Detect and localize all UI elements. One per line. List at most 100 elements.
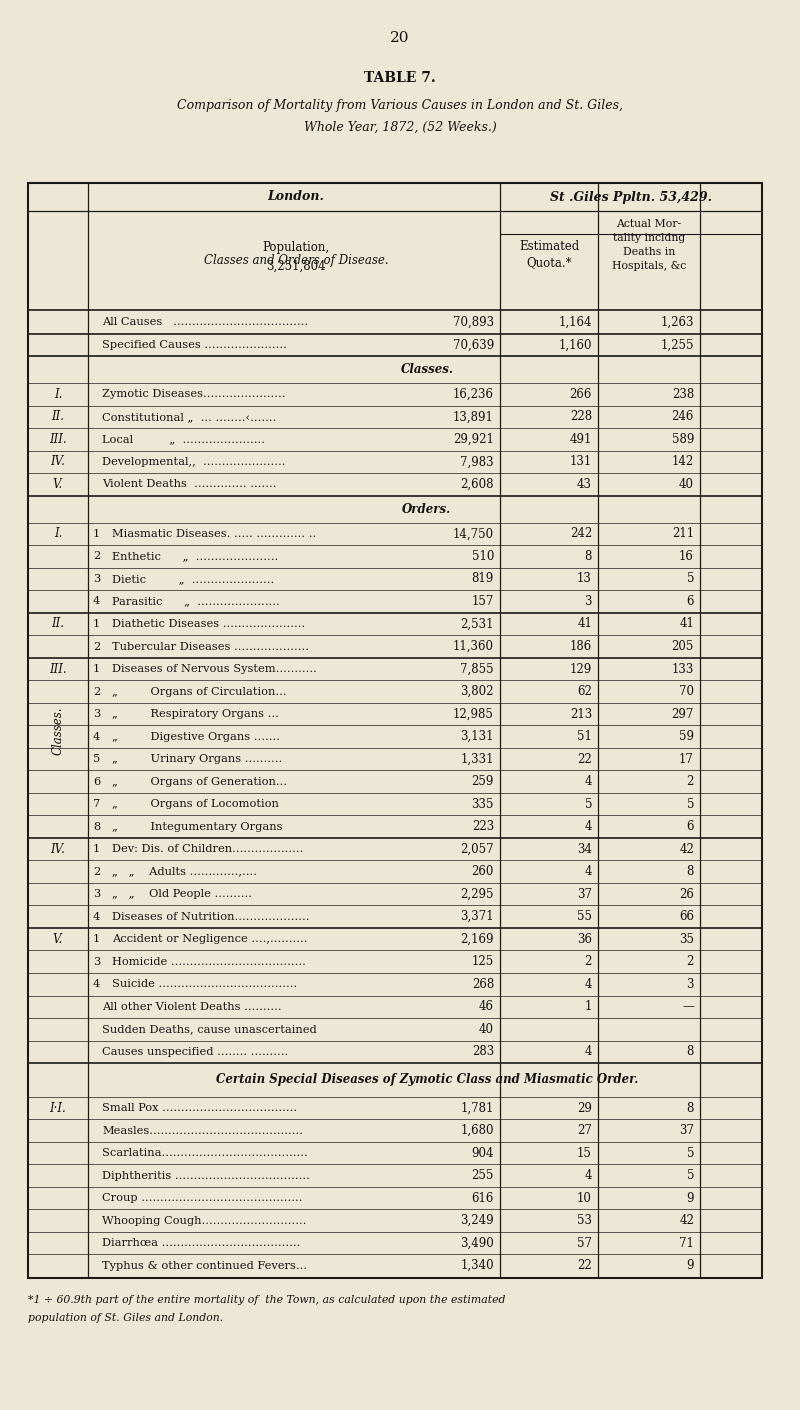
Text: 7,983: 7,983 xyxy=(460,455,494,468)
Text: 3,371: 3,371 xyxy=(460,911,494,924)
Text: „         Digestive Organs .......: „ Digestive Organs ....... xyxy=(112,732,280,742)
Text: 3,251,804: 3,251,804 xyxy=(266,259,326,272)
Text: 42: 42 xyxy=(679,843,694,856)
Text: III.: III. xyxy=(49,433,67,446)
Text: 589: 589 xyxy=(672,433,694,446)
Text: 131: 131 xyxy=(570,455,592,468)
Text: 1,164: 1,164 xyxy=(558,316,592,329)
Text: 26: 26 xyxy=(679,888,694,901)
Text: 15: 15 xyxy=(577,1146,592,1159)
Text: II.: II. xyxy=(51,410,65,423)
Text: 5: 5 xyxy=(93,754,100,764)
Text: „         Integumentary Organs: „ Integumentary Organs xyxy=(112,822,282,832)
Text: 70,639: 70,639 xyxy=(453,338,494,351)
Text: 1: 1 xyxy=(93,935,100,945)
Text: 2: 2 xyxy=(686,955,694,969)
Text: 7,855: 7,855 xyxy=(460,663,494,675)
Text: 4: 4 xyxy=(585,866,592,878)
Text: Hospitals, &c: Hospitals, &c xyxy=(612,261,686,271)
Text: 10: 10 xyxy=(577,1191,592,1204)
Text: „   „    Old People ..........: „ „ Old People .......... xyxy=(112,890,252,900)
Text: 1,255: 1,255 xyxy=(661,338,694,351)
Text: 3,131: 3,131 xyxy=(461,730,494,743)
Text: 246: 246 xyxy=(672,410,694,423)
Text: 1,331: 1,331 xyxy=(461,753,494,766)
Text: 55: 55 xyxy=(577,911,592,924)
Text: 12,985: 12,985 xyxy=(453,708,494,721)
Text: Population,: Population, xyxy=(262,241,330,254)
Text: Estimated: Estimated xyxy=(519,240,579,252)
Text: Causes unspecified ........ ..........: Causes unspecified ........ .......... xyxy=(102,1046,288,1058)
Text: 8: 8 xyxy=(585,550,592,563)
Text: Quota.*: Quota.* xyxy=(526,257,572,269)
Text: 205: 205 xyxy=(672,640,694,653)
Text: 8: 8 xyxy=(686,1045,694,1059)
Text: „         Respiratory Organs ...: „ Respiratory Organs ... xyxy=(112,709,279,719)
Text: 34: 34 xyxy=(577,843,592,856)
Text: Diseases of Nervous System...........: Diseases of Nervous System........... xyxy=(112,664,317,674)
Text: 5: 5 xyxy=(686,572,694,585)
Text: 5: 5 xyxy=(585,798,592,811)
Text: 3: 3 xyxy=(585,595,592,608)
Text: 142: 142 xyxy=(672,455,694,468)
Text: 5: 5 xyxy=(686,798,694,811)
Text: 17: 17 xyxy=(679,753,694,766)
Text: 37: 37 xyxy=(577,888,592,901)
Text: 29,921: 29,921 xyxy=(453,433,494,446)
Text: 268: 268 xyxy=(472,977,494,991)
Text: 6: 6 xyxy=(93,777,100,787)
Text: TABLE 7.: TABLE 7. xyxy=(364,70,436,85)
Text: 255: 255 xyxy=(472,1169,494,1182)
Text: Dietic         „  ......................: Dietic „ ...................... xyxy=(112,574,274,584)
Text: 13: 13 xyxy=(577,572,592,585)
Text: Dev: Dis. of Children...................: Dev: Dis. of Children................... xyxy=(112,845,303,854)
Text: 283: 283 xyxy=(472,1045,494,1059)
Text: Parasitic      „  ......................: Parasitic „ ...................... xyxy=(112,596,280,606)
Text: 819: 819 xyxy=(472,572,494,585)
Text: 266: 266 xyxy=(570,388,592,400)
Text: „   „    Adults .............,....: „ „ Adults .............,.... xyxy=(112,867,257,877)
Text: St .Giles Ppltn. 53,429.: St .Giles Ppltn. 53,429. xyxy=(550,190,712,203)
Text: 510: 510 xyxy=(472,550,494,563)
Text: „         Urinary Organs ..........: „ Urinary Organs .......... xyxy=(112,754,282,764)
Text: 13,891: 13,891 xyxy=(453,410,494,423)
Text: 20: 20 xyxy=(390,31,410,45)
Text: 4: 4 xyxy=(93,980,100,990)
Text: 5: 5 xyxy=(686,1146,694,1159)
Text: 14,750: 14,750 xyxy=(453,527,494,540)
Text: Classes.: Classes. xyxy=(401,362,454,376)
Text: Diphtheritis ....................................: Diphtheritis ...........................… xyxy=(102,1170,310,1180)
Text: 2,531: 2,531 xyxy=(461,618,494,630)
Text: 1,263: 1,263 xyxy=(661,316,694,329)
Text: 22: 22 xyxy=(578,753,592,766)
Text: 42: 42 xyxy=(679,1214,694,1227)
Text: 2: 2 xyxy=(585,955,592,969)
Text: 40: 40 xyxy=(479,1022,494,1036)
Text: 1,160: 1,160 xyxy=(558,338,592,351)
Text: 8: 8 xyxy=(93,822,100,832)
Text: IV.: IV. xyxy=(50,455,66,468)
Text: 3: 3 xyxy=(93,957,100,967)
Text: Typhus & other continued Fevers...: Typhus & other continued Fevers... xyxy=(102,1261,307,1270)
Text: 2: 2 xyxy=(93,551,100,561)
Text: I.: I. xyxy=(54,527,62,540)
Text: 70: 70 xyxy=(679,685,694,698)
Text: 297: 297 xyxy=(672,708,694,721)
Text: 51: 51 xyxy=(577,730,592,743)
Text: III.: III. xyxy=(49,663,67,675)
Text: 3: 3 xyxy=(93,890,100,900)
Text: 125: 125 xyxy=(472,955,494,969)
Text: 1: 1 xyxy=(93,845,100,854)
Text: V.: V. xyxy=(53,933,63,946)
Text: All Causes   ....................................: All Causes .............................… xyxy=(102,317,308,327)
Text: Homicide ....................................: Homicide ...............................… xyxy=(112,957,306,967)
Text: Orders.: Orders. xyxy=(402,502,452,516)
Text: 3,802: 3,802 xyxy=(461,685,494,698)
Text: 4: 4 xyxy=(585,977,592,991)
Text: 4: 4 xyxy=(93,596,100,606)
Text: 1: 1 xyxy=(93,664,100,674)
Text: 242: 242 xyxy=(570,527,592,540)
Text: Violent Deaths  .............. .......: Violent Deaths .............. ....... xyxy=(102,479,277,489)
Text: Scarlatina.......................................: Scarlatina..............................… xyxy=(102,1148,308,1158)
Text: Classes and Orders of Disease.: Classes and Orders of Disease. xyxy=(204,254,388,266)
